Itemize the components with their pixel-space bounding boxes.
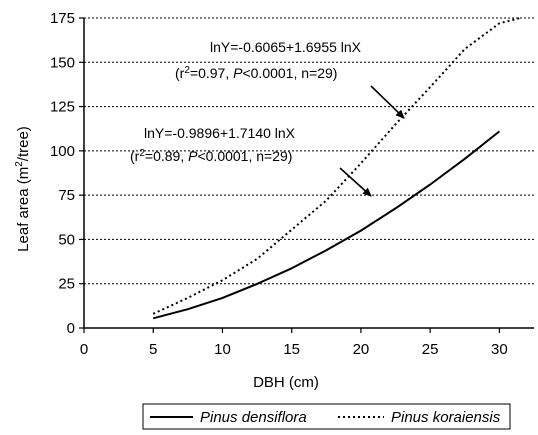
- y-tick-label-50: 50: [58, 231, 75, 248]
- series-lines: [152, 17, 521, 320]
- x-tick-label-30: 30: [491, 341, 508, 358]
- y-tick-label-100: 100: [50, 143, 75, 160]
- gridlines: [84, 17, 534, 285]
- x-tick-label-10: 10: [214, 341, 231, 358]
- y-tick-label-150: 150: [50, 54, 75, 71]
- x-tick-label-5: 5: [149, 341, 157, 358]
- x-tick-label-20: 20: [353, 341, 370, 358]
- y-tick-label-175: 175: [50, 10, 75, 27]
- legend-label-pinus-densiflora: Pinus densiflora: [200, 409, 307, 426]
- legend: Pinus densiflora Pinus koraiensis: [142, 403, 511, 430]
- axes: [83, 18, 534, 329]
- x-tick-label-0: 0: [80, 341, 88, 358]
- y-tick-label-25: 25: [58, 276, 75, 293]
- y-tick-label-125: 125: [50, 99, 75, 116]
- annotation-pinus-koraiensis: lnY=-0.6065+1.6955 lnX (r2=0.97, P<0.000…: [175, 39, 405, 119]
- annotation-2-stats: (r2=0.89, P<0.0001, n=29): [130, 148, 292, 164]
- x-tick-label-25: 25: [422, 341, 439, 358]
- annotation-1-stats: (r2=0.97, P<0.0001, n=29): [175, 65, 337, 81]
- legend-box: [142, 403, 511, 430]
- x-axis-title: DBH (cm): [253, 374, 319, 391]
- series-line-pinus-koraiensis: [152, 17, 521, 315]
- legend-label-pinus-koraiensis: Pinus koraiensis: [391, 409, 501, 426]
- y-axis-title: Leaf area (m2/tree): [14, 126, 32, 252]
- y-tick-label-0: 0: [67, 320, 75, 337]
- annotation-2-equation: lnY=-0.9896+1.7140 lnX: [144, 125, 296, 141]
- y-axis-ticks: 0 25 50 75 100 125 150 175: [50, 10, 84, 337]
- annotation-pinus-densiflora: lnY=-0.9896+1.7140 lnX (r2=0.89, P<0.000…: [130, 125, 372, 197]
- annotation-1-arrow: [370, 85, 405, 119]
- annotation-2-arrow: [339, 167, 372, 197]
- y-tick-label-75: 75: [58, 187, 75, 204]
- x-tick-label-15: 15: [283, 341, 300, 358]
- series-line-pinus-densiflora: [152, 130, 501, 320]
- annotation-1-equation: lnY=-0.6065+1.6955 lnX: [210, 39, 362, 55]
- x-axis-ticks: 0 5 10 15 20 25 30: [80, 328, 508, 358]
